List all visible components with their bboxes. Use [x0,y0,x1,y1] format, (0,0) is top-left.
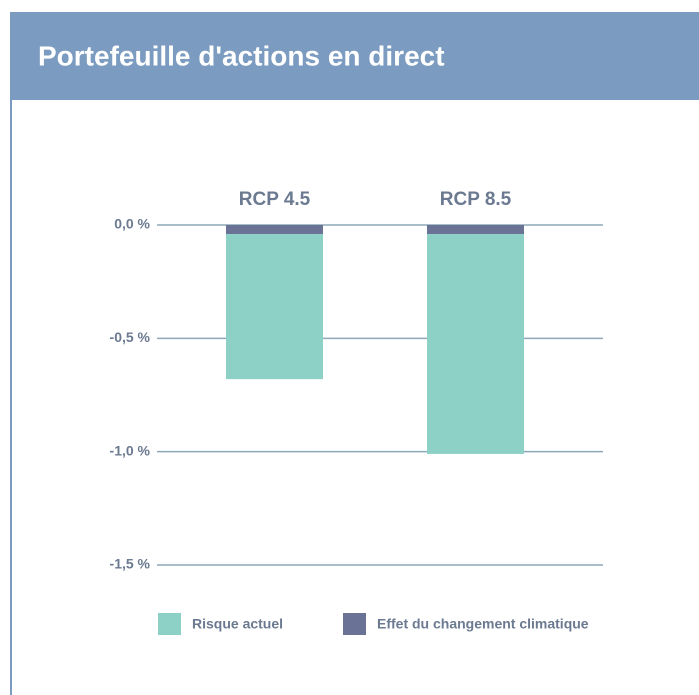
bar-segment [427,234,524,454]
x-category-label: RCP 8.5 [440,189,512,210]
y-tick-label: 0,0 % [114,216,150,232]
bar-segment [427,225,524,235]
y-tick-label: -0,5 % [110,329,151,345]
bar-segment [226,225,323,235]
bar-segment [226,234,323,380]
legend-label: Risque actuel [192,616,283,632]
legend-label: Effet du changement climatique [377,616,589,632]
header-bar [10,12,699,100]
legend-swatch [343,613,366,635]
y-tick-label: -1,5 % [110,556,151,572]
chart-title: Portefeuille d'actions en direct [38,40,445,71]
x-category-label: RCP 4.5 [239,189,311,210]
legend-swatch [158,613,181,635]
y-tick-label: -1,0 % [110,442,151,458]
